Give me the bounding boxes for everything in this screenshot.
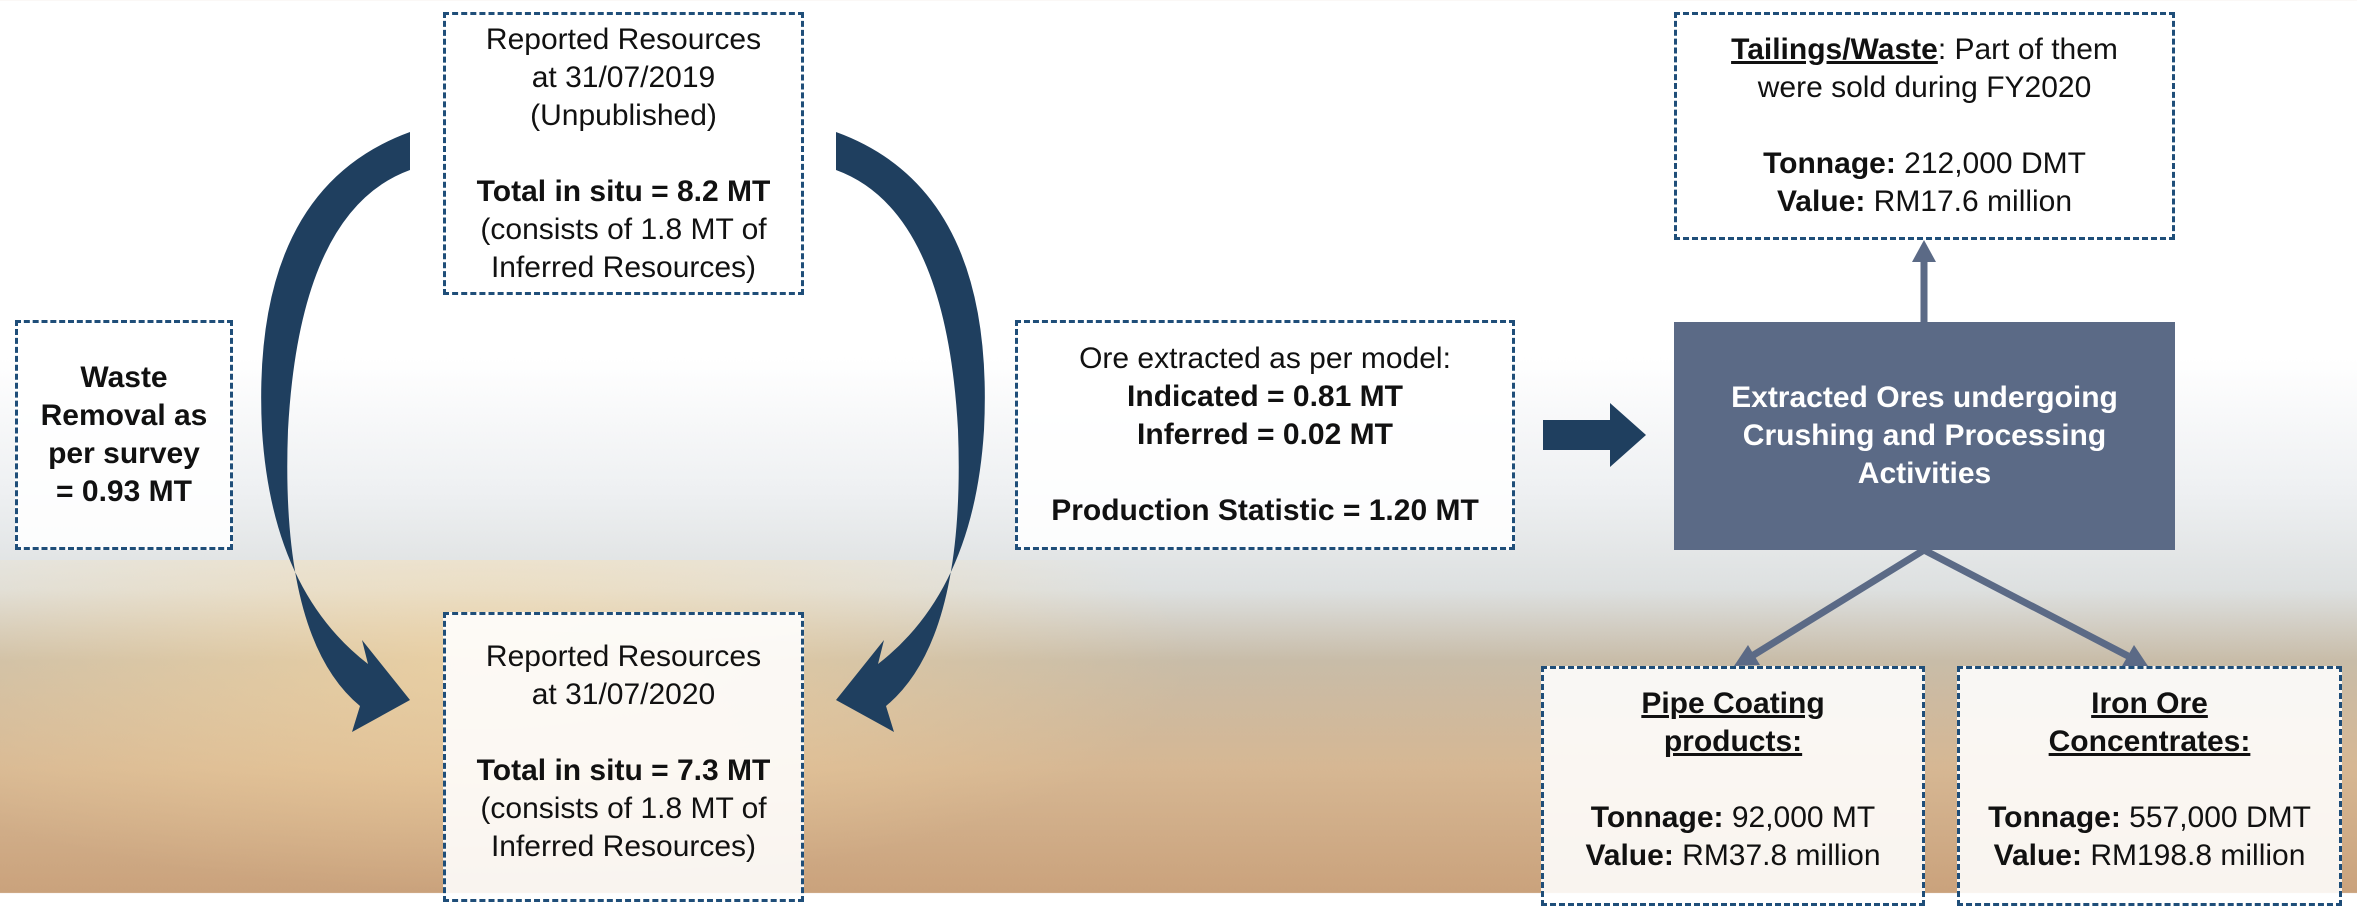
text: Inferred Resources) [491,828,756,866]
curved-arrow-right [836,132,985,732]
text: Ore extracted as per model: [1079,340,1451,378]
text: at 31/07/2020 [532,676,716,714]
text: Extracted Ores undergoing [1731,379,2118,417]
label: Value: [1777,185,1865,218]
text: (Unpublished) [530,97,717,135]
label: Tonnage: [1591,801,1724,834]
text: Waste [80,359,167,397]
text: RM198.8 million [2090,839,2305,872]
label: Value: [1585,839,1673,872]
label: Tonnage: [1763,147,1896,180]
arrowhead [1912,240,1936,262]
total: Total in situ = 7.3 MT [477,752,771,790]
text: 212,000 DMT [1904,147,2086,180]
text: Indicated = 0.81 MT [1127,378,1403,416]
text: = 0.93 MT [56,473,192,511]
iron-ore-box: Iron Ore Concentrates: Tonnage: 557,000 … [1957,666,2342,906]
resources-2019-box: Reported Resources at 31/07/2019 (Unpubl… [443,12,804,295]
label: Tonnage: [1988,801,2121,834]
resources-2020-box: Reported Resources at 31/07/2020 Total i… [443,612,804,902]
text: Activities [1858,455,1991,493]
text: 557,000 DMT [2129,801,2311,834]
waste-removal-box: Waste Removal as per survey = 0.93 MT [15,320,233,550]
title: Tailings/Waste [1731,33,1938,66]
line-to-pipe [1752,550,1924,656]
text: Reported Resources [486,21,761,59]
text: Reported Resources [486,638,761,676]
text: Inferred = 0.02 MT [1137,416,1393,454]
text: Inferred Resources) [491,249,756,287]
text: 92,000 MT [1732,801,1875,834]
text: RM37.8 million [1682,839,1880,872]
pipe-coating-box: Pipe Coating products: Tonnage: 92,000 M… [1541,666,1925,906]
title: Pipe Coating [1641,685,1824,723]
text: : Part of them [1938,33,2118,66]
text: Production Statistic = 1.20 MT [1051,492,1479,530]
title: Iron Ore [2091,685,2208,723]
curved-arrow-left [261,132,410,732]
label: Value: [1994,839,2082,872]
tailings-box: Tailings/Waste: Part of them were sold d… [1674,12,2175,240]
text: RM17.6 million [1874,185,2072,218]
text: (consists of 1.8 MT of [480,790,766,828]
text: per survey [48,435,200,473]
title: Concentrates: [2049,723,2251,761]
text: at 31/07/2019 [532,59,716,97]
total: Total in situ = 8.2 MT [477,173,771,211]
text: Removal as [41,397,208,435]
text: (consists of 1.8 MT of [480,211,766,249]
ore-extracted-box: Ore extracted as per model: Indicated = … [1015,320,1515,550]
page: Reported Resources at 31/07/2019 (Unpubl… [0,0,2357,893]
text: Crushing and Processing [1743,417,2106,455]
processing-box: Extracted Ores undergoing Crushing and P… [1674,322,2175,550]
block-arrow [1543,403,1646,467]
title: products: [1664,723,1802,761]
text: were sold during FY2020 [1758,69,2092,107]
line-to-iron [1924,550,2128,656]
